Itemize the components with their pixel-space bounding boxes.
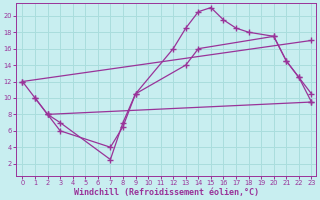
X-axis label: Windchill (Refroidissement éolien,°C): Windchill (Refroidissement éolien,°C) [74,188,259,197]
